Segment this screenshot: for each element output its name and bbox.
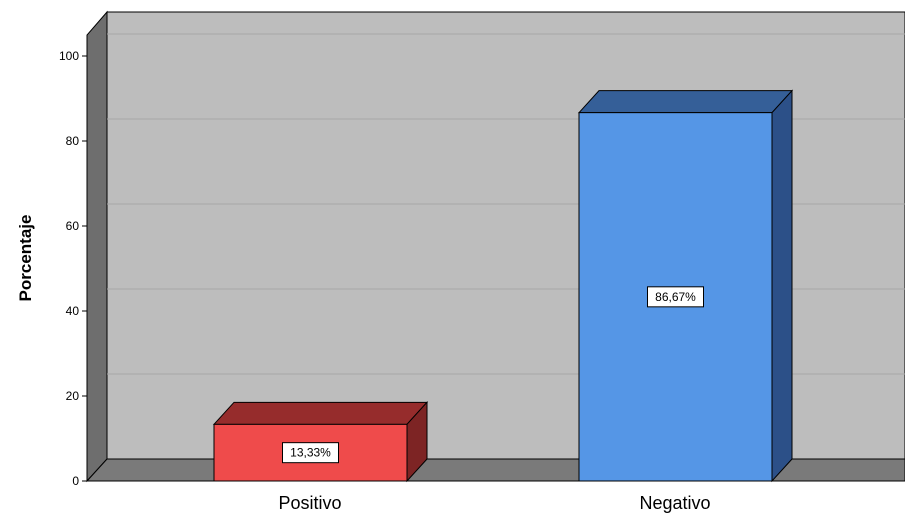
y-tick-label: 40 xyxy=(66,304,80,318)
category-label: Positivo xyxy=(278,493,341,513)
y-tick-label: 20 xyxy=(66,389,80,403)
bar-positivo: 13,33% xyxy=(214,402,427,481)
bar-negativo: 86,67% xyxy=(579,91,792,481)
y-tick-label: 0 xyxy=(72,474,79,488)
x-axis-labels: Positivo Negativo xyxy=(278,493,710,513)
bar-side-face xyxy=(772,91,792,481)
y-tick-label: 80 xyxy=(66,134,80,148)
category-label: Negativo xyxy=(639,493,710,513)
y-axis-title: Porcentaje xyxy=(16,215,35,302)
bar-top-face xyxy=(214,402,427,424)
side-wall xyxy=(87,12,107,481)
y-axis-ticks: 0 20 40 60 80 100 xyxy=(59,49,87,488)
data-label: 13,33% xyxy=(290,446,331,460)
y-tick-label: 100 xyxy=(59,49,79,63)
y-tick-label: 60 xyxy=(66,219,80,233)
bar-top-face xyxy=(579,91,792,113)
data-label: 86,67% xyxy=(655,290,696,304)
